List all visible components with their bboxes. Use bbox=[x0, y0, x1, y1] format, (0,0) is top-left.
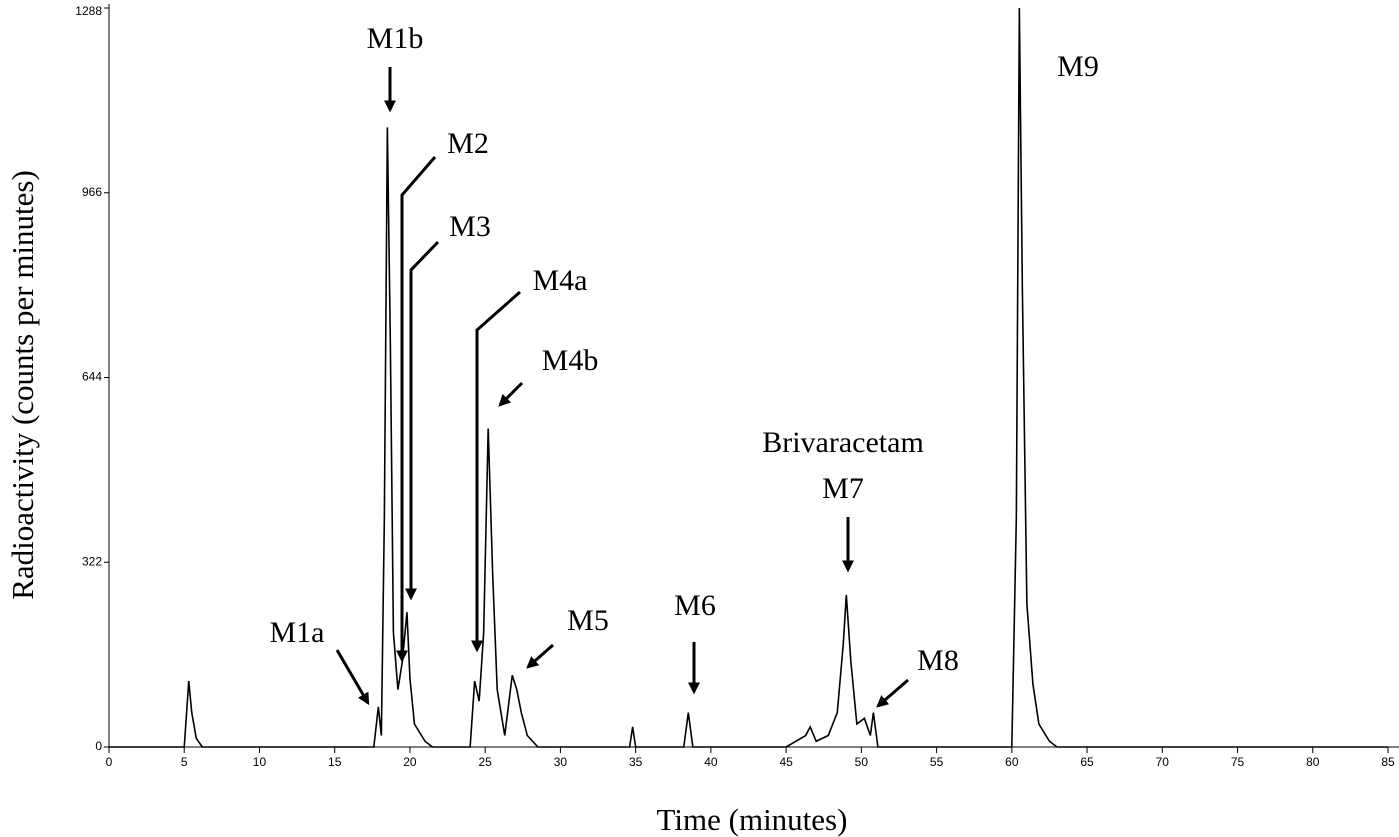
peak-label: M8 bbox=[917, 644, 959, 677]
x-tick-label: 20 bbox=[403, 755, 417, 769]
peak-label: Brivaracetam bbox=[762, 426, 924, 459]
x-tick-label: 85 bbox=[1381, 755, 1395, 769]
peak-label: M7 bbox=[822, 472, 864, 505]
x-tick-label: 45 bbox=[779, 755, 793, 769]
y-tick-label: 1288 bbox=[75, 4, 102, 18]
y-tick-label: 0 bbox=[95, 739, 102, 753]
x-tick-label: 40 bbox=[704, 755, 718, 769]
peak-label: M1a bbox=[270, 616, 325, 649]
y-axis-label: Radioactivity (counts per minutes) bbox=[5, 170, 40, 600]
y-tick-label: 644 bbox=[82, 370, 102, 384]
peak-label: M4a bbox=[533, 264, 588, 297]
x-tick-label: 35 bbox=[629, 755, 643, 769]
peak-label: M6 bbox=[674, 589, 716, 622]
x-tick-label: 50 bbox=[855, 755, 869, 769]
y-tick-label: 322 bbox=[82, 554, 102, 568]
peak-label: M3 bbox=[449, 210, 491, 243]
chromatogram-line bbox=[109, 7, 1388, 748]
x-tick-label: 65 bbox=[1080, 755, 1094, 769]
peak-label: M1b bbox=[367, 22, 424, 55]
x-tick-label: 75 bbox=[1231, 755, 1245, 769]
y-tick-label: 966 bbox=[82, 185, 102, 199]
x-tick-label: 60 bbox=[1005, 755, 1019, 769]
arrows bbox=[335, 67, 909, 708]
x-axis-label: Time (minutes) bbox=[657, 802, 848, 837]
x-tick-label: 0 bbox=[106, 755, 113, 769]
x-tick-label: 80 bbox=[1306, 755, 1320, 769]
x-tick-label: 55 bbox=[930, 755, 944, 769]
x-tick-label: 10 bbox=[253, 755, 267, 769]
peak-label: M9 bbox=[1057, 50, 1099, 83]
x-tick-label: 30 bbox=[554, 755, 568, 769]
peak-label: M2 bbox=[447, 127, 489, 160]
x-tick-label: 70 bbox=[1156, 755, 1170, 769]
x-tick-label: 5 bbox=[181, 755, 188, 769]
peak-label: M4b bbox=[542, 344, 599, 377]
x-tick-label: 15 bbox=[328, 755, 342, 769]
x-tick-label: 25 bbox=[478, 755, 492, 769]
peak-label: M5 bbox=[567, 604, 609, 637]
